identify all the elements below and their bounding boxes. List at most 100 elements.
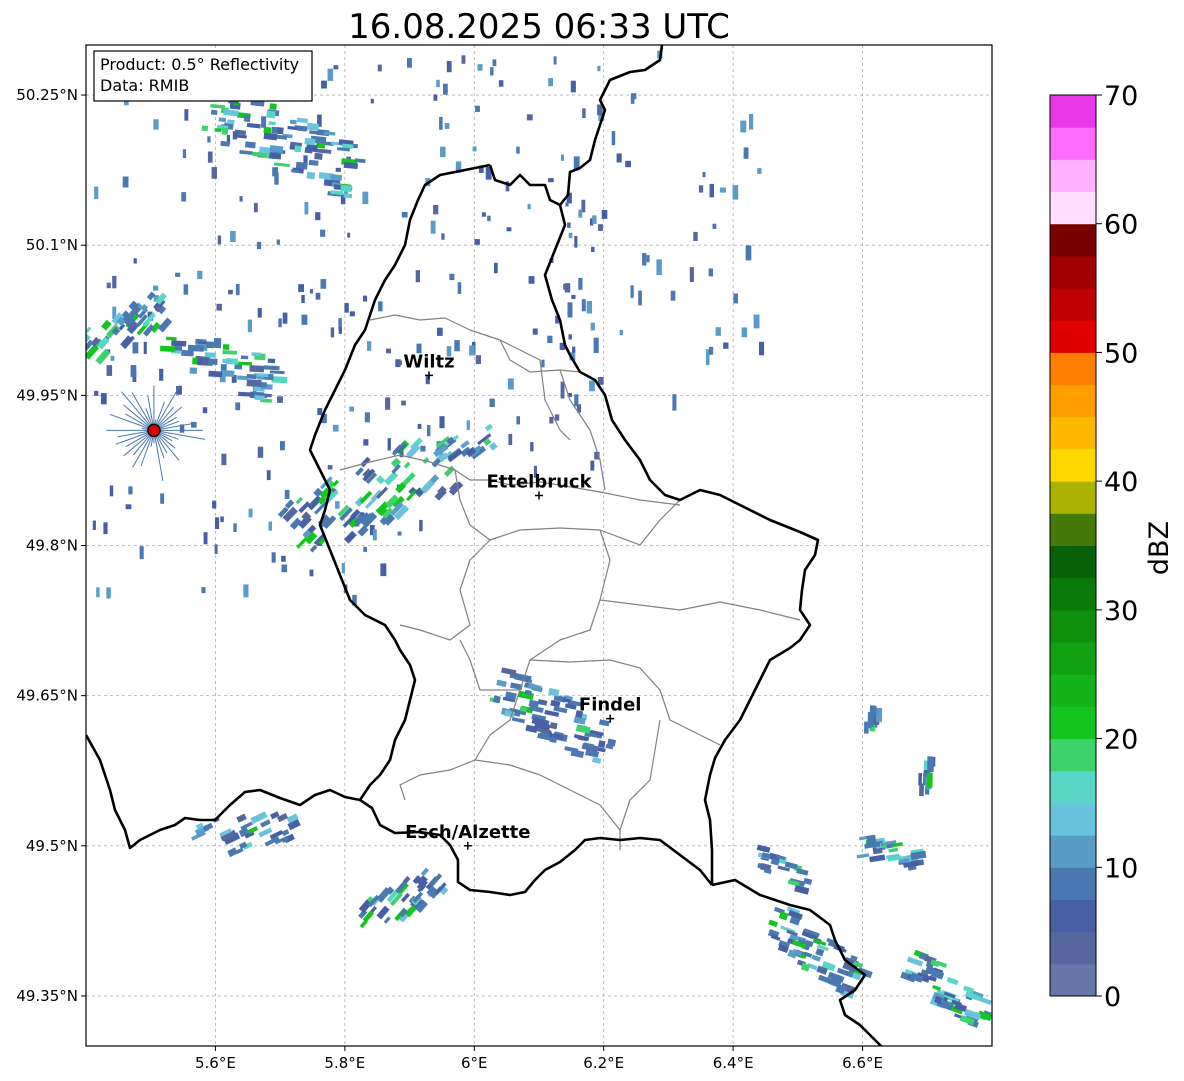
echo-pixel	[581, 299, 586, 312]
echo-pixel	[95, 348, 111, 365]
colorbar-segment	[1050, 416, 1096, 450]
echo-pixel	[548, 178, 554, 183]
echo-pixel	[171, 340, 187, 347]
echo-pixel	[953, 1007, 963, 1014]
echo-pixel	[630, 285, 634, 298]
lat-tick-label: 49.35°N	[16, 987, 78, 1005]
echo-pixel	[443, 83, 448, 95]
echo-pixel	[400, 892, 411, 903]
echo-pixel	[806, 963, 818, 971]
echo-pixel	[235, 284, 240, 296]
echo-pixel	[572, 346, 576, 353]
echo-pixel	[317, 496, 327, 505]
echo-pixel	[763, 868, 772, 874]
echo-pixel	[112, 306, 117, 319]
echo-pixel	[143, 341, 147, 354]
echo-pixel	[106, 587, 111, 599]
echo-pixel	[327, 68, 334, 81]
echo-pixel	[401, 211, 408, 218]
echo-pixel	[559, 342, 566, 350]
echo-pixel	[216, 303, 222, 311]
echo-pixel	[136, 314, 148, 327]
echo-pixel	[768, 919, 778, 928]
echo-pixel	[142, 324, 155, 337]
echo-pixel	[386, 890, 399, 903]
echo-pixel	[951, 999, 962, 1007]
echo-pixel	[946, 976, 959, 986]
echo-pixel	[238, 361, 253, 366]
echo-pixel	[364, 497, 377, 509]
echo-pixel	[268, 521, 272, 531]
echo-pixel	[630, 93, 637, 100]
echo-pixel	[223, 832, 241, 846]
echo-pixel	[590, 460, 595, 471]
echo-pixel	[866, 834, 877, 844]
city-labels: Wiltz Ettelbruck Findel Esch/Alzette	[403, 351, 641, 850]
echo-pixel	[611, 131, 616, 146]
echo-pixel	[139, 546, 144, 560]
echo-pixel	[440, 146, 446, 158]
echo-pixel	[110, 355, 115, 361]
echo-pixel	[574, 394, 579, 407]
echo-pixel	[111, 312, 125, 326]
echo-pixel	[343, 162, 359, 170]
echo-pixel	[318, 172, 334, 180]
colorbar-segment	[1050, 577, 1096, 611]
echo-pixel	[786, 906, 801, 915]
colorbar-segment	[1050, 127, 1096, 160]
echo-pixel	[399, 908, 408, 918]
echo-pixel	[465, 446, 477, 458]
echo-pixel	[242, 841, 253, 850]
echo-pixel	[534, 721, 551, 731]
echo-pixel	[364, 412, 370, 423]
echo-pixel	[287, 818, 301, 831]
echo-pixel	[705, 349, 710, 366]
echo-pixel	[447, 449, 463, 463]
echo-pixel	[548, 78, 553, 87]
echo-pixel	[309, 544, 318, 553]
echo-pixel	[743, 147, 749, 159]
echo-pixel	[277, 396, 283, 403]
echo-pixel	[254, 395, 265, 401]
echo-pixel	[362, 468, 376, 482]
lat-tick-label: 50.1°N	[26, 236, 78, 254]
echo-pixel	[155, 292, 168, 305]
echo-pixel	[910, 850, 927, 860]
echo-pixel	[530, 442, 534, 452]
echo-pixel	[340, 184, 352, 193]
echo-pixel	[792, 949, 802, 956]
echo-pixel	[304, 147, 313, 154]
echo-pixel	[573, 156, 580, 171]
echo-pixel	[289, 517, 302, 530]
echo-pixel	[187, 344, 204, 352]
echo-pixel	[206, 341, 222, 349]
echo-pixel	[888, 847, 899, 853]
echo-pixel	[553, 694, 567, 703]
echo-pixel	[775, 854, 786, 861]
echo-pixel	[562, 698, 571, 704]
echo-pixel	[564, 703, 577, 710]
echo-pixel	[335, 167, 341, 172]
echo-pixel	[309, 130, 324, 136]
echo-pixel	[753, 314, 760, 329]
echo-pixel	[307, 495, 323, 511]
lat-tick-label: 50.25°N	[16, 86, 78, 104]
echo-pixel	[827, 971, 845, 983]
echo-pixel	[919, 783, 924, 797]
echo-pixel	[274, 172, 279, 185]
echo-pixel	[460, 440, 470, 449]
echo-pixel	[379, 516, 390, 526]
echo-pixel	[466, 420, 470, 431]
echo-pixel	[271, 552, 276, 563]
echo-pixel	[304, 202, 309, 215]
echo-pixel	[201, 587, 206, 594]
echo-pixel	[796, 868, 809, 876]
echo-pixel	[360, 456, 371, 468]
map-title: 16.08.2025 06:33 UTC	[348, 7, 730, 47]
echo-pixel	[931, 969, 945, 980]
colorbar-segment	[1050, 545, 1096, 579]
echo-pixel	[567, 302, 573, 318]
lon-tick-label: 6.4°E	[713, 1054, 754, 1072]
echo-pixel	[575, 724, 591, 734]
echo-pixel	[248, 508, 253, 518]
